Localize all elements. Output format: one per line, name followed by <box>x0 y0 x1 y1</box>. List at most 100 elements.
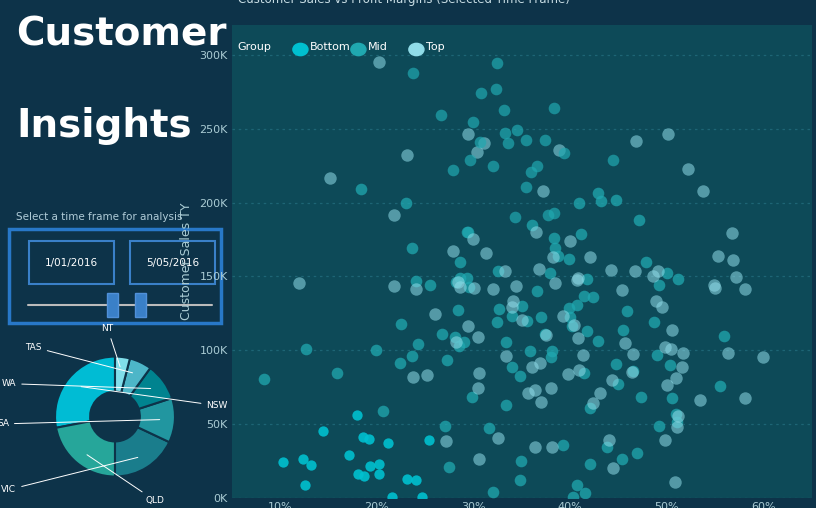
Point <box>557 311 570 320</box>
Point <box>372 58 385 66</box>
Point <box>530 162 543 170</box>
Point <box>583 404 596 412</box>
Point <box>672 412 685 420</box>
Point <box>526 363 539 371</box>
Point <box>452 342 465 350</box>
Point <box>461 322 474 330</box>
Point <box>434 111 447 119</box>
FancyBboxPatch shape <box>29 241 114 284</box>
Point <box>487 285 500 293</box>
Point <box>520 136 533 144</box>
Point <box>650 351 663 359</box>
Point <box>563 313 576 321</box>
Point <box>708 284 721 292</box>
Point <box>450 278 463 287</box>
Point <box>462 130 475 138</box>
Point <box>477 139 490 147</box>
Point <box>572 334 585 342</box>
Point <box>491 434 504 442</box>
Point <box>653 422 666 430</box>
Point <box>648 318 661 326</box>
Point <box>546 253 559 261</box>
Point <box>482 424 495 432</box>
Text: NT: NT <box>102 324 120 367</box>
Point <box>466 393 479 401</box>
Point <box>463 155 476 164</box>
Point <box>757 353 770 361</box>
Point <box>536 187 549 195</box>
Point <box>420 371 433 379</box>
Point <box>546 347 559 355</box>
Point <box>373 460 386 468</box>
Point <box>552 146 565 154</box>
FancyBboxPatch shape <box>135 293 146 317</box>
Point <box>439 422 452 430</box>
Point <box>423 436 436 444</box>
Point <box>547 209 560 217</box>
Point <box>451 306 464 314</box>
Point <box>570 481 583 489</box>
Point <box>539 331 552 339</box>
Point <box>534 359 547 367</box>
Point <box>531 287 544 295</box>
Point <box>407 69 420 77</box>
Point <box>626 367 639 375</box>
Point <box>574 230 588 238</box>
Point <box>492 267 505 275</box>
Point <box>595 197 608 205</box>
Text: Customer Sales vs Profit Margins (Selected Time Frame): Customer Sales vs Profit Margins (Select… <box>237 0 570 6</box>
Point <box>548 244 561 252</box>
Text: TAS: TAS <box>25 342 132 373</box>
Point <box>493 305 506 313</box>
Point <box>471 148 484 156</box>
Point <box>738 285 752 293</box>
Point <box>587 399 600 407</box>
Point <box>563 255 576 263</box>
Point <box>443 463 456 471</box>
Point <box>669 409 682 418</box>
Point <box>579 489 592 497</box>
Point <box>581 275 594 283</box>
Point <box>660 382 673 390</box>
Point <box>635 393 648 401</box>
Point <box>394 320 407 328</box>
Point <box>676 348 690 357</box>
Point <box>317 427 330 435</box>
Point <box>696 187 709 196</box>
Point <box>649 297 662 305</box>
Point <box>526 220 539 229</box>
Point <box>603 436 616 444</box>
FancyBboxPatch shape <box>9 229 221 323</box>
Point <box>299 345 313 353</box>
Text: QLD: QLD <box>87 455 165 505</box>
Point <box>605 266 618 274</box>
Point <box>546 443 559 451</box>
Point <box>473 138 486 146</box>
Point <box>726 229 739 237</box>
Point <box>510 125 523 134</box>
Point <box>610 196 623 204</box>
Point <box>535 312 548 321</box>
Point <box>471 384 484 392</box>
Point <box>458 338 471 346</box>
Point <box>453 258 466 266</box>
Point <box>343 451 356 459</box>
Point <box>509 282 522 290</box>
Text: Group: Group <box>237 42 272 52</box>
Point <box>364 462 377 470</box>
Point <box>410 477 423 485</box>
Point <box>393 359 406 367</box>
Circle shape <box>409 43 424 56</box>
Point <box>498 106 511 114</box>
Point <box>652 267 665 275</box>
Point <box>563 304 576 312</box>
Point <box>304 461 317 469</box>
Point <box>490 85 503 93</box>
Point <box>355 184 368 193</box>
Point <box>454 274 467 282</box>
Point <box>450 337 463 345</box>
Text: Select a time frame for analysis: Select a time frame for analysis <box>16 212 183 223</box>
Point <box>277 458 290 466</box>
Point <box>726 257 739 265</box>
Point <box>401 475 414 483</box>
